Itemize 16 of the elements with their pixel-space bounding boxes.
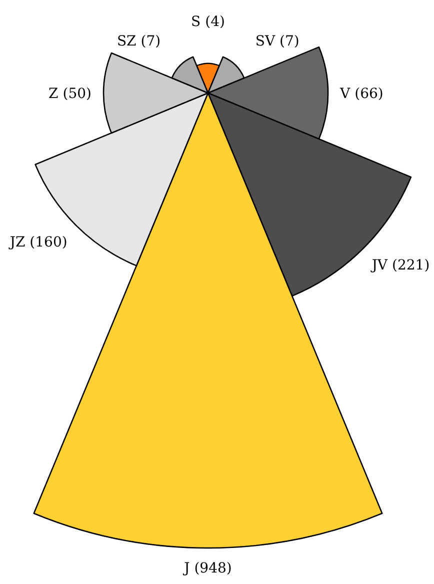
data-label: (221) <box>392 257 430 274</box>
data-label: (66) <box>354 86 384 102</box>
category-label: S <box>191 14 206 30</box>
category-label: Z <box>48 86 63 102</box>
data-label: (7) <box>280 34 300 50</box>
category-label: V <box>339 86 355 102</box>
category-label: J <box>182 560 194 577</box>
category-label: SV <box>255 34 280 50</box>
category-label: JV <box>370 257 392 274</box>
data-label: (7) <box>140 34 161 50</box>
data-label: (50) <box>62 86 92 102</box>
data-label: (4) <box>205 14 225 30</box>
category-label: SZ <box>116 34 141 50</box>
data-label: (948) <box>194 560 232 577</box>
category-label: JZ <box>8 234 30 250</box>
data-label: (160) <box>30 234 68 250</box>
